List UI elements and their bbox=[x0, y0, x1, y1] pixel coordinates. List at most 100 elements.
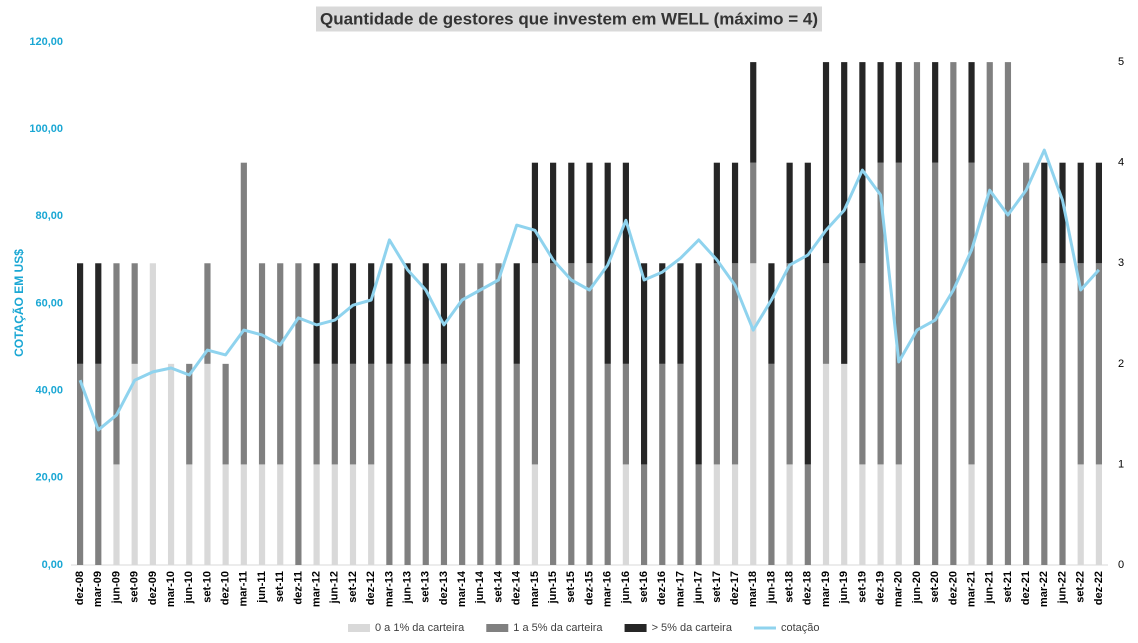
bar-segment bbox=[404, 263, 411, 364]
bar-segment bbox=[459, 263, 466, 565]
x-tick-label: jun-09 bbox=[110, 571, 122, 604]
bar-segment bbox=[750, 62, 757, 163]
bar-segment bbox=[586, 162, 593, 264]
bar-segment bbox=[240, 162, 247, 465]
bar-segment bbox=[622, 464, 629, 565]
bar-segment bbox=[622, 162, 629, 364]
bar-segment bbox=[368, 263, 375, 364]
bar-segment bbox=[695, 263, 702, 465]
x-tick-label: jun-16 bbox=[620, 571, 632, 604]
bar-segment bbox=[804, 162, 811, 465]
bar-segment bbox=[877, 464, 884, 565]
y2-tick-label: 1 bbox=[1118, 458, 1124, 470]
bar-segment bbox=[331, 363, 338, 465]
bar-segment bbox=[531, 162, 539, 264]
legend-label: cotação bbox=[781, 622, 820, 634]
x-tick-label: dez-17 bbox=[729, 571, 741, 605]
x-tick-label: jun-21 bbox=[984, 571, 996, 604]
x-tick-label: dez-08 bbox=[74, 571, 86, 605]
x-tick-label: set-21 bbox=[1002, 571, 1014, 603]
x-tick-label: dez-12 bbox=[365, 571, 377, 605]
bar-segment bbox=[349, 464, 357, 565]
legend-label: 1 a 5% da carteira bbox=[513, 622, 603, 634]
bar-segment bbox=[586, 263, 593, 565]
x-tick-label: dez-20 bbox=[947, 571, 959, 605]
x-tick-label: mar-21 bbox=[965, 571, 977, 607]
bar-segment bbox=[768, 363, 775, 565]
x-tick-label: dez-11 bbox=[292, 571, 304, 605]
x-tick-label: mar-13 bbox=[383, 571, 395, 607]
price-line bbox=[78, 148, 1101, 432]
x-tick-label: jun-20 bbox=[911, 571, 923, 604]
x-tick-label: jun-18 bbox=[765, 571, 777, 604]
x-tick-label: jun-14 bbox=[474, 570, 486, 604]
bar-segment bbox=[895, 162, 902, 465]
x-tick-label: set-14 bbox=[492, 570, 504, 603]
bar-segment bbox=[786, 263, 793, 465]
bar-segment bbox=[713, 464, 720, 565]
bar-segment bbox=[258, 464, 266, 565]
bar-segment bbox=[368, 464, 375, 565]
bar-segment bbox=[1095, 464, 1102, 565]
bar-segment bbox=[877, 162, 884, 465]
bar-segment bbox=[349, 363, 357, 465]
x-tick-label: set-13 bbox=[420, 571, 432, 603]
y2-tick-label: 4 bbox=[1118, 157, 1124, 169]
bar-segment bbox=[95, 263, 102, 364]
bar-segment bbox=[659, 263, 666, 364]
bar-segment bbox=[822, 62, 830, 264]
bar-segment bbox=[386, 263, 393, 364]
x-tick-label: set-18 bbox=[784, 571, 796, 603]
bar-segment bbox=[186, 363, 193, 465]
bar-segment bbox=[731, 464, 739, 565]
bar-segment bbox=[113, 263, 120, 465]
bar-segment bbox=[968, 464, 975, 565]
x-tick-label: set-12 bbox=[347, 571, 359, 603]
x-tick-label: set-10 bbox=[201, 571, 213, 603]
x-tick-label: jun-13 bbox=[401, 571, 413, 604]
bar-segment bbox=[1004, 62, 1012, 565]
bar-segment bbox=[822, 363, 830, 565]
bar-segment bbox=[568, 263, 575, 565]
bar-segment bbox=[968, 162, 975, 465]
bar-segment bbox=[386, 363, 393, 565]
x-tick-label: mar-11 bbox=[238, 571, 250, 606]
x-tick-label: jun-22 bbox=[1056, 571, 1068, 604]
bar-segment bbox=[422, 263, 429, 364]
y-tick-label: 100,00 bbox=[29, 123, 63, 135]
bar-segment bbox=[313, 464, 320, 565]
y-tick-label: 20,00 bbox=[35, 472, 63, 484]
bar-segment bbox=[186, 464, 193, 565]
bar-segment bbox=[313, 363, 320, 465]
bar-segment bbox=[331, 263, 338, 364]
bar-segment bbox=[786, 464, 793, 565]
x-tick-label: mar-19 bbox=[820, 571, 832, 607]
y2-tick-label: 2 bbox=[1118, 358, 1124, 370]
bar-segment bbox=[640, 263, 648, 465]
bar-segment bbox=[513, 363, 520, 565]
x-tick-label: mar-22 bbox=[1038, 571, 1050, 607]
bar-segment bbox=[713, 263, 720, 465]
bar-segment bbox=[222, 363, 229, 465]
bar-segment bbox=[1023, 162, 1030, 565]
y-tick-label: 0,00 bbox=[42, 559, 63, 571]
x-tick-label: jun-11 bbox=[256, 571, 268, 604]
bar-segment bbox=[95, 363, 102, 565]
x-tick-label: mar-10 bbox=[165, 571, 177, 607]
bar-segment bbox=[131, 263, 138, 364]
bar-segment bbox=[1059, 162, 1066, 264]
bar-segment bbox=[477, 263, 484, 565]
bar-segment bbox=[295, 263, 302, 565]
bar-segment bbox=[550, 162, 557, 264]
bar-segment bbox=[986, 62, 993, 565]
bar-segment bbox=[604, 363, 611, 565]
x-tick-label: set-15 bbox=[565, 571, 577, 603]
x-tick-label: set-22 bbox=[1075, 571, 1087, 603]
x-tick-label: jun-19 bbox=[838, 571, 850, 604]
x-tick-label: mar-18 bbox=[747, 571, 759, 607]
y2-tick-label: 5 bbox=[1118, 56, 1124, 68]
bar-segment bbox=[640, 464, 648, 565]
bar-segment bbox=[932, 162, 939, 565]
bar-segment bbox=[841, 363, 848, 565]
bar-segment bbox=[495, 263, 502, 565]
